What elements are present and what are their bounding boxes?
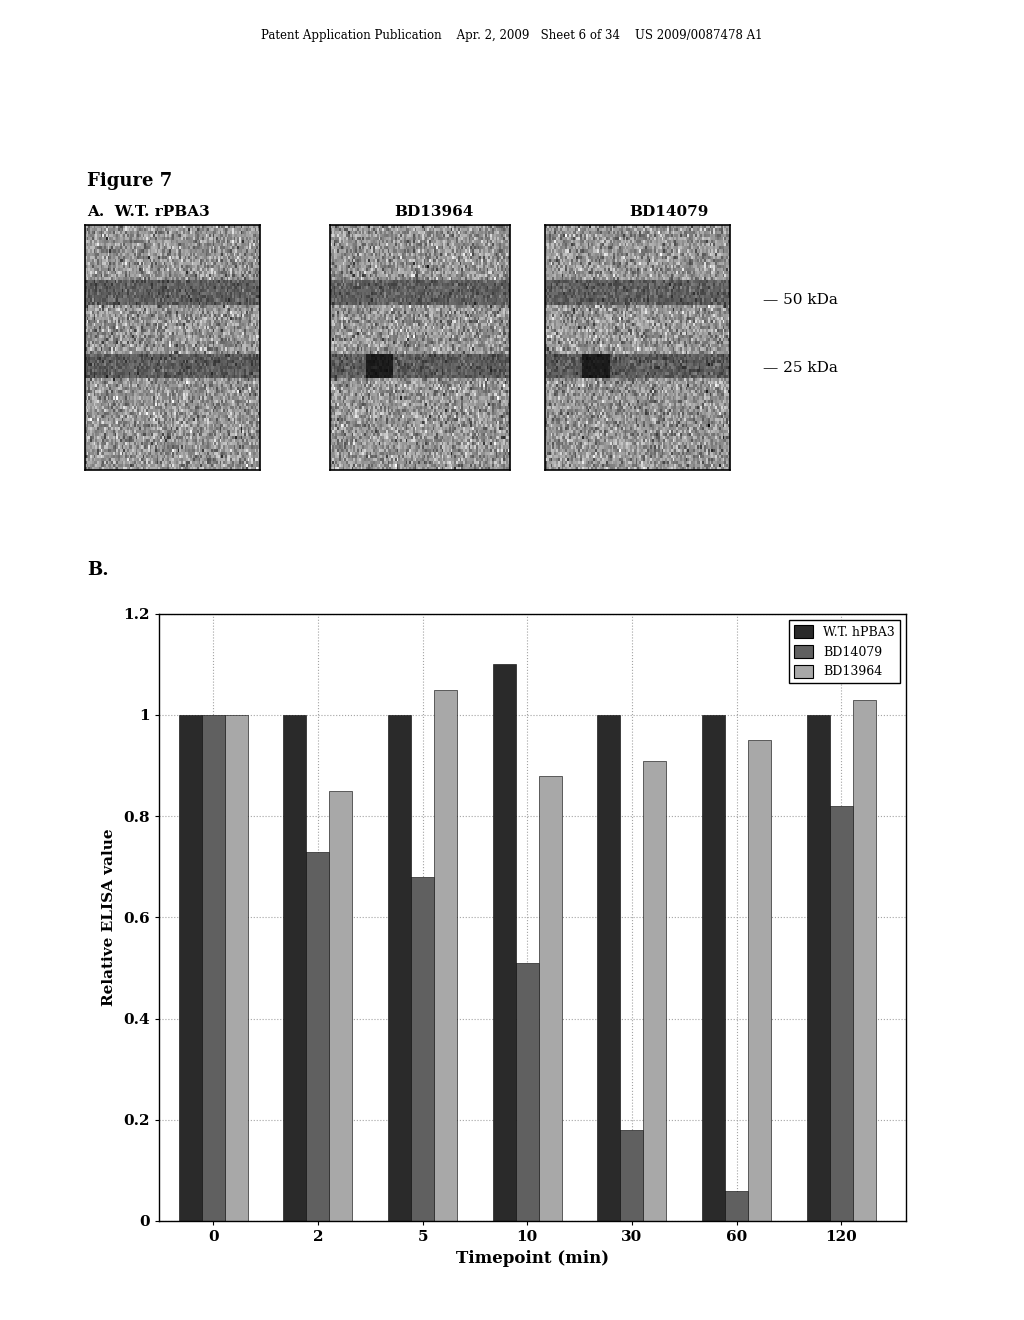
Text: BD13964: BD13964: [394, 205, 474, 219]
Bar: [621, 1130, 643, 1221]
Bar: [749, 741, 771, 1221]
Text: — 25 kDa: — 25 kDa: [763, 360, 838, 375]
Legend: W.T. hPBA3, BD14079, BD13964: W.T. hPBA3, BD14079, BD13964: [790, 620, 900, 684]
Text: Figure 7: Figure 7: [87, 172, 172, 190]
Bar: [493, 664, 516, 1221]
Bar: [284, 715, 306, 1221]
Text: A.  W.T. rPBA3: A. W.T. rPBA3: [87, 205, 210, 219]
Bar: [411, 876, 434, 1221]
Bar: [330, 791, 352, 1221]
Y-axis label: Relative ELISA value: Relative ELISA value: [102, 829, 116, 1006]
Bar: [434, 689, 457, 1221]
X-axis label: Timepoint (min): Timepoint (min): [456, 1250, 609, 1267]
Bar: [202, 715, 224, 1221]
Bar: [725, 1191, 749, 1221]
Bar: [829, 807, 853, 1221]
Bar: [178, 715, 202, 1221]
Bar: [224, 715, 248, 1221]
Bar: [306, 851, 330, 1221]
Bar: [388, 715, 411, 1221]
Text: BD14079: BD14079: [630, 205, 710, 219]
Bar: [539, 776, 562, 1221]
Bar: [807, 715, 829, 1221]
Text: Patent Application Publication    Apr. 2, 2009   Sheet 6 of 34    US 2009/008747: Patent Application Publication Apr. 2, 2…: [261, 29, 763, 42]
Bar: [853, 700, 876, 1221]
Bar: [597, 715, 621, 1221]
Bar: [516, 964, 539, 1221]
Bar: [643, 760, 667, 1221]
Bar: [702, 715, 725, 1221]
Text: B.: B.: [87, 561, 109, 579]
Text: — 50 kDa: — 50 kDa: [763, 293, 838, 308]
